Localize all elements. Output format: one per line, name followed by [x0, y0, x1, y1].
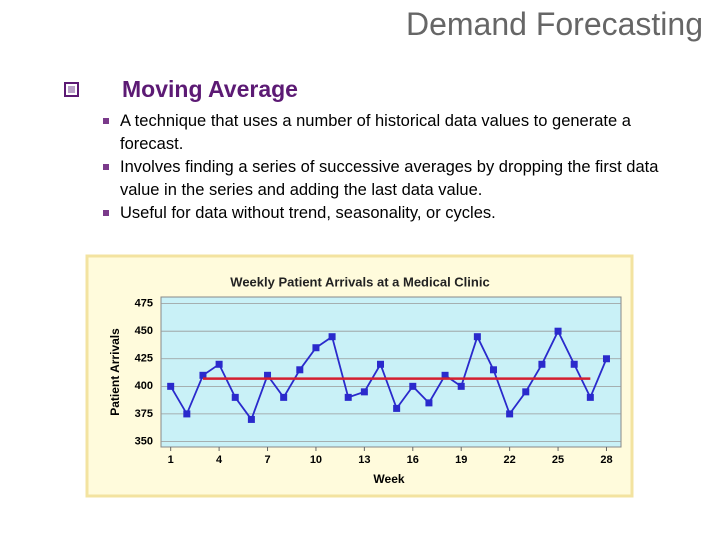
data-point: [344, 393, 352, 401]
bullet: A technique that uses a number of histor…: [100, 110, 690, 156]
x-tick-label: 13: [358, 454, 370, 466]
x-tick-label: 1: [168, 454, 174, 466]
data-point: [199, 371, 207, 379]
data-point: [215, 360, 223, 368]
y-tick-label: 450: [135, 325, 153, 337]
data-point: [409, 382, 417, 390]
x-tick-label: 22: [504, 454, 516, 466]
bullet: Involves finding a series of successive …: [100, 156, 690, 202]
data-point: [538, 360, 546, 368]
x-tick-label: 7: [264, 454, 270, 466]
y-tick-label: 375: [135, 408, 153, 420]
data-point: [183, 410, 191, 418]
slide-title: Demand Forecasting: [405, 6, 703, 42]
bullet: Useful for data without trend, seasonali…: [100, 202, 690, 225]
data-point: [247, 415, 255, 423]
x-tick-label: 10: [310, 454, 322, 466]
x-tick-label: 28: [600, 454, 612, 466]
data-point: [264, 371, 272, 379]
bullet-list: A technique that uses a number of histor…: [100, 110, 690, 225]
x-axis-label: Week: [373, 472, 404, 486]
data-point: [280, 393, 288, 401]
data-point: [506, 410, 514, 418]
chart-title: Weekly Patient Arrivals at a Medical Cli…: [230, 274, 489, 289]
data-point: [377, 360, 385, 368]
data-point: [167, 382, 175, 390]
y-tick-label: 350: [135, 435, 153, 447]
data-point: [554, 327, 562, 335]
data-point: [328, 333, 336, 341]
data-point: [441, 371, 449, 379]
data-point: [602, 355, 610, 363]
x-tick-label: 19: [455, 454, 467, 466]
plot-area: [160, 296, 622, 448]
data-point: [522, 388, 530, 396]
y-tick-label: 400: [135, 380, 153, 392]
data-point: [425, 399, 433, 407]
data-point: [296, 366, 304, 374]
heading-bullet: [64, 82, 79, 97]
y-tick-label: 425: [135, 353, 153, 365]
section-heading: Moving Average: [122, 76, 298, 102]
data-point: [586, 393, 594, 401]
x-tick-label: 16: [407, 454, 419, 466]
data-point: [489, 366, 497, 374]
x-tick-label: 25: [552, 454, 564, 466]
data-point: [570, 360, 578, 368]
y-axis-label: Patient Arrivals: [108, 328, 122, 416]
data-point: [231, 393, 239, 401]
data-point: [312, 344, 320, 352]
x-tick-label: 4: [216, 454, 223, 466]
y-tick-label: 475: [135, 298, 153, 310]
data-point: [473, 333, 481, 341]
data-point: [360, 388, 368, 396]
data-point: [393, 404, 401, 412]
data-point: [457, 382, 465, 390]
